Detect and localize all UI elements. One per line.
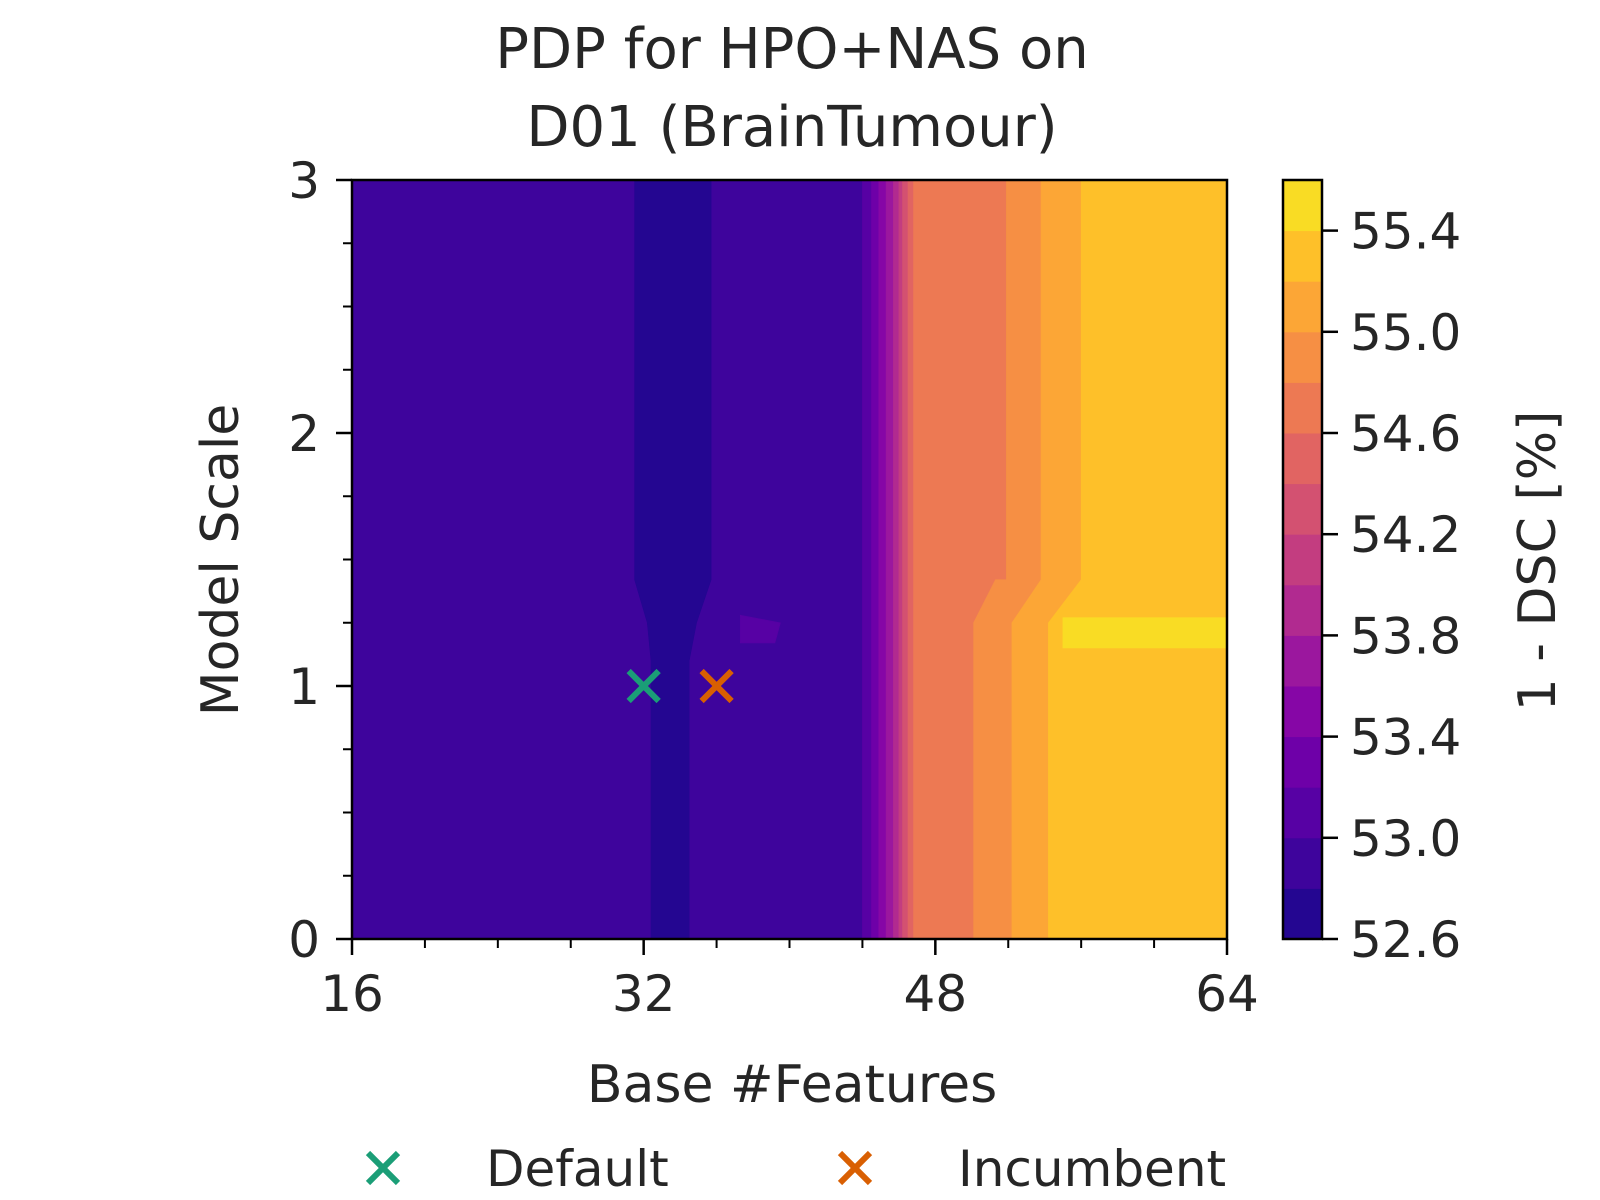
colorbar-tick-label: 54.6 xyxy=(1350,405,1461,463)
x-tick-label: 64 xyxy=(1195,965,1259,1023)
colorbar-tick-label: 54.2 xyxy=(1350,506,1461,564)
colorbar-band-5 xyxy=(1283,635,1322,687)
x-tick-label: 16 xyxy=(320,965,384,1023)
colorbar-band-13 xyxy=(1283,230,1322,282)
y-tick-label: 2 xyxy=(288,405,320,463)
legend-marker-default xyxy=(365,1150,401,1186)
colorbar-tick-label: 53.4 xyxy=(1350,709,1461,767)
colorbar-band-11 xyxy=(1283,331,1322,383)
colorbar-band-9 xyxy=(1283,433,1322,485)
colorbar-band-8 xyxy=(1283,483,1322,535)
colorbar-band-7 xyxy=(1283,534,1322,586)
legend-item-default: Default xyxy=(365,1140,669,1198)
legend-marker-incumbent xyxy=(837,1150,873,1186)
x-axis-label: Base #Features xyxy=(587,1055,997,1115)
contour-region-15 xyxy=(1062,617,1228,649)
legend-label-default: Default xyxy=(486,1140,669,1198)
colorbar-label: 1 - DSC [%] xyxy=(1508,411,1568,712)
chart-title-line-2: D01 (BrainTumour) xyxy=(526,95,1057,160)
y-axis-label: Model Scale xyxy=(191,404,251,717)
y-axis: 0 1 2 3 xyxy=(288,152,352,969)
colorbar-band-2 xyxy=(1283,787,1322,839)
chart-title-line-1: PDP for HPO+NAS on xyxy=(495,17,1088,82)
x-tick-label: 48 xyxy=(904,965,968,1023)
colorbar-band-12 xyxy=(1283,281,1322,333)
colorbar-tick-label: 53.0 xyxy=(1350,810,1461,868)
contour-plot-area xyxy=(350,178,1229,941)
legend-label-incumbent: Incumbent xyxy=(958,1140,1226,1198)
colorbar-band-6 xyxy=(1283,584,1322,636)
y-tick-label: 1 xyxy=(288,658,320,716)
colorbar-band-4 xyxy=(1283,686,1322,738)
x-tick-label: 32 xyxy=(612,965,676,1023)
legend-item-incumbent: Incumbent xyxy=(837,1140,1226,1198)
y-tick-label: 3 xyxy=(288,152,320,210)
colorbar-band-0 xyxy=(1283,888,1322,940)
colorbar: 52.6 53.0 53.4 53.8 54.2 54.6 55.0 55.4 xyxy=(1281,178,1461,969)
colorbar-tick-label: 53.8 xyxy=(1350,607,1461,665)
colorbar-tick-label: 55.4 xyxy=(1350,203,1461,261)
colorbar-band-3 xyxy=(1283,736,1322,788)
colorbar-tick-label: 55.0 xyxy=(1350,304,1461,362)
marker-incumbent xyxy=(699,668,734,704)
colorbar-band-10 xyxy=(1283,382,1322,434)
colorbar-band-14 xyxy=(1283,180,1322,232)
colorbar-band-1 xyxy=(1283,837,1322,889)
contour-region-2 xyxy=(739,614,781,644)
colorbar-frame xyxy=(1281,178,1324,941)
x-axis: 16 32 48 64 xyxy=(320,939,1259,1023)
colorbar-tick-label: 52.6 xyxy=(1350,911,1461,969)
marker-default xyxy=(626,668,661,704)
y-tick-label: 0 xyxy=(288,911,320,969)
legend: Default Incumbent xyxy=(365,1140,1226,1198)
